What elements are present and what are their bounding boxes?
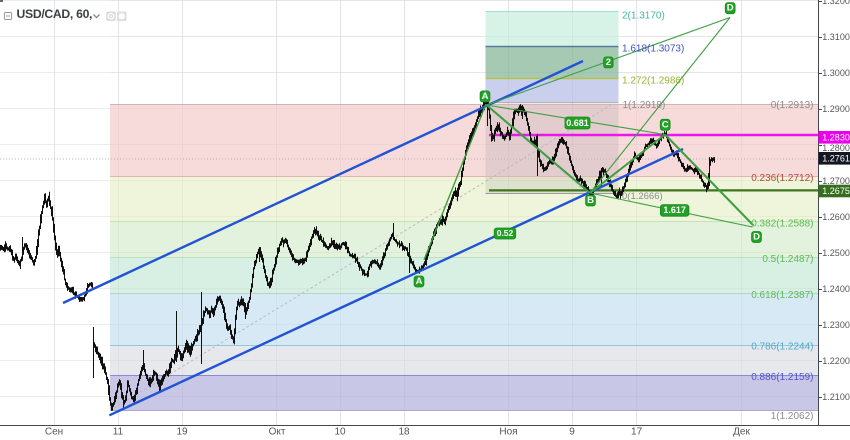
- svg-text:1.2675: 1.2675: [822, 186, 850, 196]
- svg-text:1.2800: 1.2800: [822, 143, 850, 153]
- svg-text:1.2600: 1.2600: [822, 212, 850, 222]
- svg-text:1.2200: 1.2200: [822, 356, 850, 366]
- svg-text:A: A: [416, 276, 423, 287]
- svg-text:0(1.2666): 0(1.2666): [622, 191, 663, 202]
- svg-text:1(1.2918): 1(1.2918): [623, 100, 666, 111]
- svg-text:0.5(1.2487): 0.5(1.2487): [762, 254, 813, 265]
- svg-text:1.3100: 1.3100: [822, 32, 850, 42]
- svg-text:Окт: Окт: [269, 427, 286, 438]
- svg-text:1(1.2062): 1(1.2062): [771, 411, 814, 422]
- svg-text:Сен: Сен: [45, 427, 63, 438]
- svg-text:Дек: Дек: [733, 427, 750, 438]
- svg-text:10: 10: [334, 427, 346, 438]
- svg-text:9: 9: [569, 427, 575, 438]
- svg-text:18: 18: [398, 427, 410, 438]
- svg-text:1.2100: 1.2100: [822, 392, 850, 402]
- svg-text:A: A: [482, 91, 489, 102]
- svg-text:1.3200: 1.3200: [822, 0, 850, 6]
- svg-text:D: D: [727, 3, 734, 14]
- svg-text:0.382(1.2588): 0.382(1.2588): [751, 218, 813, 229]
- svg-text:1.272(1.2986): 1.272(1.2986): [622, 76, 684, 87]
- svg-text:1.2830: 1.2830: [822, 133, 850, 143]
- svg-text:0.886(1.2159): 0.886(1.2159): [751, 372, 813, 383]
- svg-text:1.2400: 1.2400: [822, 284, 850, 294]
- svg-text:17: 17: [631, 427, 643, 438]
- svg-text:Ноя: Ноя: [499, 427, 517, 438]
- svg-text:1.618(1.3073): 1.618(1.3073): [622, 44, 684, 55]
- svg-text:1.2900: 1.2900: [822, 104, 850, 114]
- svg-text:19: 19: [176, 427, 188, 438]
- svg-text:B: B: [587, 195, 594, 206]
- svg-text:D: D: [753, 232, 760, 243]
- svg-text:1.617: 1.617: [663, 205, 686, 215]
- svg-text:1.2300: 1.2300: [822, 320, 850, 330]
- svg-text:0.681: 0.681: [566, 118, 589, 128]
- svg-text:0(1.2913): 0(1.2913): [771, 100, 814, 111]
- svg-text:0.236(1.2712): 0.236(1.2712): [751, 173, 813, 184]
- svg-text:1.3000: 1.3000: [822, 68, 850, 78]
- svg-text:2: 2: [606, 57, 611, 68]
- svg-text:C: C: [662, 119, 669, 130]
- svg-text:1.2761: 1.2761: [822, 154, 850, 164]
- svg-text:11: 11: [113, 427, 124, 438]
- svg-text:2(1.3170): 2(1.3170): [622, 10, 665, 21]
- svg-text:USD/CAD, 60,: USD/CAD, 60,: [17, 7, 93, 21]
- svg-text:1.2700: 1.2700: [822, 176, 850, 186]
- svg-text:1.2500: 1.2500: [822, 248, 850, 258]
- svg-text:0.786(1.2244): 0.786(1.2244): [751, 342, 813, 353]
- svg-text:0.52: 0.52: [497, 228, 514, 238]
- svg-text:0.618(1.2387): 0.618(1.2387): [751, 290, 813, 301]
